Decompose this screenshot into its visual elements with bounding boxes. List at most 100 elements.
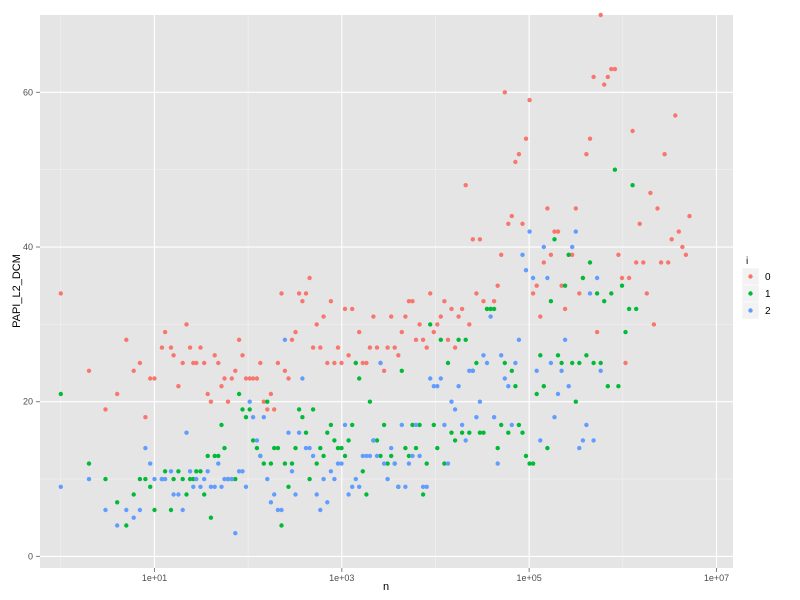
data-point-series-0 [396, 353, 401, 358]
data-point-series-1 [445, 360, 451, 366]
data-point-series-2 [413, 422, 419, 428]
data-point-series-2 [392, 461, 397, 466]
data-point-series-0 [168, 345, 174, 350]
data-point-series-1 [216, 453, 221, 459]
data-point-series-1 [247, 407, 252, 412]
data-point-series-0 [598, 12, 603, 18]
data-point-series-0 [541, 260, 546, 265]
data-point-series-0 [516, 152, 522, 157]
data-point-series-2 [538, 438, 543, 443]
data-point-series-1 [275, 445, 281, 451]
data-point-series-2 [342, 422, 348, 428]
data-point-series-2 [385, 476, 390, 482]
data-point-series-2 [205, 469, 210, 474]
data-point-series-2 [180, 507, 185, 513]
data-point-series-0 [180, 360, 185, 366]
data-point-series-2 [357, 484, 362, 489]
data-point-series-0 [658, 260, 664, 265]
data-point-series-2 [296, 430, 302, 435]
data-point-series-1 [403, 445, 408, 451]
data-point-series-2 [445, 461, 451, 466]
y-tick-label: 0 [28, 551, 33, 561]
data-point-series-1 [353, 360, 358, 366]
data-point-series-2 [452, 407, 458, 412]
data-point-series-0 [428, 291, 433, 296]
data-point-series-0 [300, 299, 305, 304]
data-point-series-0 [623, 360, 628, 366]
y-tick-label: 20 [23, 397, 33, 407]
data-point-series-2 [103, 507, 108, 513]
data-point-series-2 [520, 252, 525, 257]
data-point-series-0 [616, 252, 621, 257]
data-point-series-2 [300, 376, 305, 381]
data-point-series-2 [555, 391, 561, 397]
data-point-series-0 [570, 252, 575, 257]
data-point-series-2 [378, 360, 383, 366]
data-point-series-0 [103, 407, 108, 412]
data-point-series-1 [491, 306, 497, 312]
data-point-series-1 [570, 360, 575, 366]
data-point-series-1 [303, 430, 309, 435]
data-point-series-1 [314, 461, 319, 466]
data-point-series-1 [424, 461, 429, 466]
data-point-series-2 [530, 275, 536, 281]
data-point-series-1 [420, 492, 426, 497]
data-point-series-0 [584, 152, 589, 157]
data-point-series-0 [225, 399, 231, 404]
data-point-series-2 [406, 461, 412, 466]
data-point-series-2 [364, 453, 369, 459]
data-point-series-0 [286, 376, 291, 381]
data-point-series-1 [516, 422, 522, 428]
data-point-series-2 [318, 507, 323, 513]
data-point-series-1 [332, 438, 337, 443]
data-point-series-0 [591, 74, 596, 80]
data-point-series-2 [159, 476, 165, 482]
data-point-series-0 [534, 283, 539, 288]
data-point-series-1 [381, 422, 387, 428]
data-point-series-1 [619, 283, 625, 288]
data-point-series-0 [605, 74, 610, 80]
data-point-series-1 [300, 415, 305, 420]
data-point-series-0 [520, 221, 525, 226]
data-point-series-2 [275, 507, 281, 513]
data-point-series-1 [527, 461, 532, 466]
data-point-series-2 [481, 353, 486, 358]
data-point-series-0 [272, 407, 277, 412]
data-point-series-0 [573, 206, 578, 211]
data-point-series-0 [491, 299, 497, 304]
data-point-series-2 [272, 492, 277, 497]
data-point-series-0 [676, 229, 681, 234]
data-point-series-2 [265, 476, 270, 482]
data-point-series-0 [481, 299, 486, 304]
data-point-series-2 [240, 469, 245, 474]
data-point-series-0 [339, 360, 344, 366]
data-point-series-1 [335, 445, 341, 451]
data-point-series-2 [534, 368, 539, 373]
data-point-series-2 [86, 476, 92, 482]
data-point-series-2 [184, 430, 189, 435]
data-point-series-1 [293, 445, 298, 451]
data-point-series-2 [168, 469, 174, 474]
data-point-series-0 [470, 237, 475, 242]
data-point-series-0 [602, 82, 607, 87]
data-point-series-0 [275, 360, 281, 366]
data-point-series-1 [378, 453, 383, 459]
data-point-series-0 [261, 399, 266, 404]
data-point-series-0 [233, 368, 238, 373]
data-point-series-1 [364, 492, 369, 497]
legend-label-series-0: 0 [765, 272, 771, 283]
data-point-series-2 [171, 492, 176, 497]
data-point-series-0 [254, 376, 260, 381]
data-point-series-0 [680, 244, 685, 250]
data-point-series-0 [187, 345, 193, 350]
data-point-series-1 [438, 337, 443, 342]
data-point-series-2 [591, 438, 596, 443]
data-point-series-2 [279, 507, 284, 513]
data-point-series-1 [548, 299, 554, 304]
data-point-series-2 [124, 507, 129, 513]
data-point-series-1 [495, 445, 500, 451]
data-point-series-0 [296, 291, 302, 296]
data-point-series-0 [626, 275, 632, 281]
data-point-series-2 [194, 476, 199, 482]
data-point-series-1 [630, 183, 635, 188]
